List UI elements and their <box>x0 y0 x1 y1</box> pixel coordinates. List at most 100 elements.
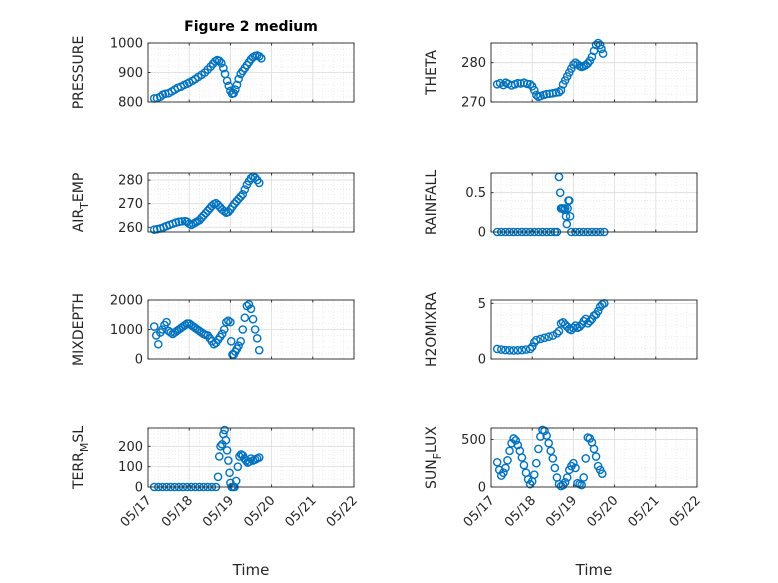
data-point <box>246 304 256 314</box>
data-point <box>162 317 171 327</box>
data-point <box>585 316 595 326</box>
subplot-terr-msl: 0 100 200 TERRMSL 05/17 05/18 05/19 05/20 05/21 0… <box>71 425 361 530</box>
data-point <box>540 333 549 343</box>
data-point <box>213 472 223 482</box>
data-point <box>240 185 250 194</box>
subplot-h2omixra: 0 5 H2OMIXRA <box>424 292 698 368</box>
data-point <box>548 331 558 340</box>
subplot-sun-flux: 0 500 SUNFLUX 05/17 05/18 05/19 05/20 05/21 05/2… <box>424 425 704 530</box>
subplot-theta: 270 280 THETA <box>424 38 698 111</box>
data-point <box>226 336 236 346</box>
data-point <box>554 87 564 97</box>
data-point <box>234 74 243 84</box>
data-point <box>499 468 508 478</box>
data-point <box>517 345 527 355</box>
plot-area <box>491 173 697 232</box>
data-point <box>523 475 533 484</box>
subplot-mixdepth: 0 1000 2000 MIXDEPTH <box>71 293 355 368</box>
data-point <box>552 329 562 338</box>
data-point <box>254 345 264 355</box>
data-point <box>149 322 159 331</box>
data-point <box>492 457 502 467</box>
y-axis-label: SUNFLUX <box>424 426 444 489</box>
data-point <box>505 446 514 456</box>
data-point <box>575 322 584 332</box>
data-point <box>548 454 558 463</box>
data-point <box>564 196 574 205</box>
data-point <box>581 314 591 324</box>
data-point <box>562 473 572 482</box>
data-point <box>589 444 599 454</box>
data-point <box>499 80 508 90</box>
data-point <box>236 192 245 201</box>
data-point <box>503 456 512 465</box>
data-point <box>542 431 551 440</box>
y-tick-label: 800 <box>118 96 143 111</box>
data-point <box>501 345 510 355</box>
data-point <box>550 463 560 473</box>
x-tick-label: 05/21 <box>626 493 663 530</box>
data-point <box>496 345 506 354</box>
x-tick-label: 05/22 <box>324 493 361 530</box>
data-point <box>226 317 235 327</box>
data-point <box>532 458 541 468</box>
data-point <box>532 335 541 345</box>
y-tick-label: 270 <box>118 197 143 212</box>
data-point <box>509 434 518 443</box>
data-point <box>220 425 229 435</box>
data-point <box>217 329 227 339</box>
x-tick-label: 05/22 <box>667 493 704 530</box>
data-point <box>562 219 572 229</box>
data-point <box>561 211 571 221</box>
axes-box <box>490 172 698 233</box>
data-point <box>591 452 601 461</box>
data-point <box>216 442 225 451</box>
data-point <box>555 188 565 197</box>
axes-box <box>490 42 698 103</box>
y-tick-label: 0 <box>478 226 486 241</box>
data-point <box>256 54 266 63</box>
data-point <box>597 44 606 54</box>
data-point <box>234 341 243 351</box>
subplot-pressure: 800 900 1000 PRESSURE <box>71 36 355 111</box>
data-point <box>569 458 578 468</box>
data-point <box>513 346 523 355</box>
data-point <box>581 454 591 463</box>
data-point <box>565 211 575 221</box>
data-point <box>598 49 608 58</box>
y-tick-label: 1000 <box>110 37 143 52</box>
data-point <box>224 81 234 91</box>
y-tick-label: 5 <box>478 297 486 312</box>
data-point <box>505 346 514 355</box>
y-tick-label: 0 <box>478 353 486 368</box>
x-tick-label: 05/21 <box>283 493 320 530</box>
data-point <box>224 316 233 325</box>
axes-box <box>147 172 355 233</box>
data-point <box>214 56 224 66</box>
y-tick-label: 280 <box>118 174 143 189</box>
x-tick-label: 05/20 <box>584 493 621 530</box>
y-axis-label: PRESSURE <box>71 36 87 110</box>
data-point <box>222 76 232 86</box>
x-tick-label: 05/18 <box>159 493 196 530</box>
y-tick-label: 2000 <box>110 294 143 309</box>
data-point <box>536 334 545 344</box>
data-point <box>529 470 539 479</box>
x-tick-label: 05/17 <box>118 493 155 530</box>
data-point <box>544 332 553 342</box>
data-point <box>240 313 250 323</box>
data-point <box>595 40 605 50</box>
data-point <box>513 440 523 450</box>
y-tick-label: 270 <box>461 96 486 111</box>
data-point <box>250 325 260 334</box>
data-point <box>238 189 248 199</box>
data-point <box>551 88 561 97</box>
data-point <box>250 173 260 183</box>
plot-area <box>491 43 697 102</box>
y-tick-label: 280 <box>461 56 486 71</box>
y-tick-label: 900 <box>118 66 143 81</box>
y-tick-label: 1000 <box>110 323 143 338</box>
y-tick-label: 260 <box>118 221 143 236</box>
data-point <box>517 453 527 462</box>
